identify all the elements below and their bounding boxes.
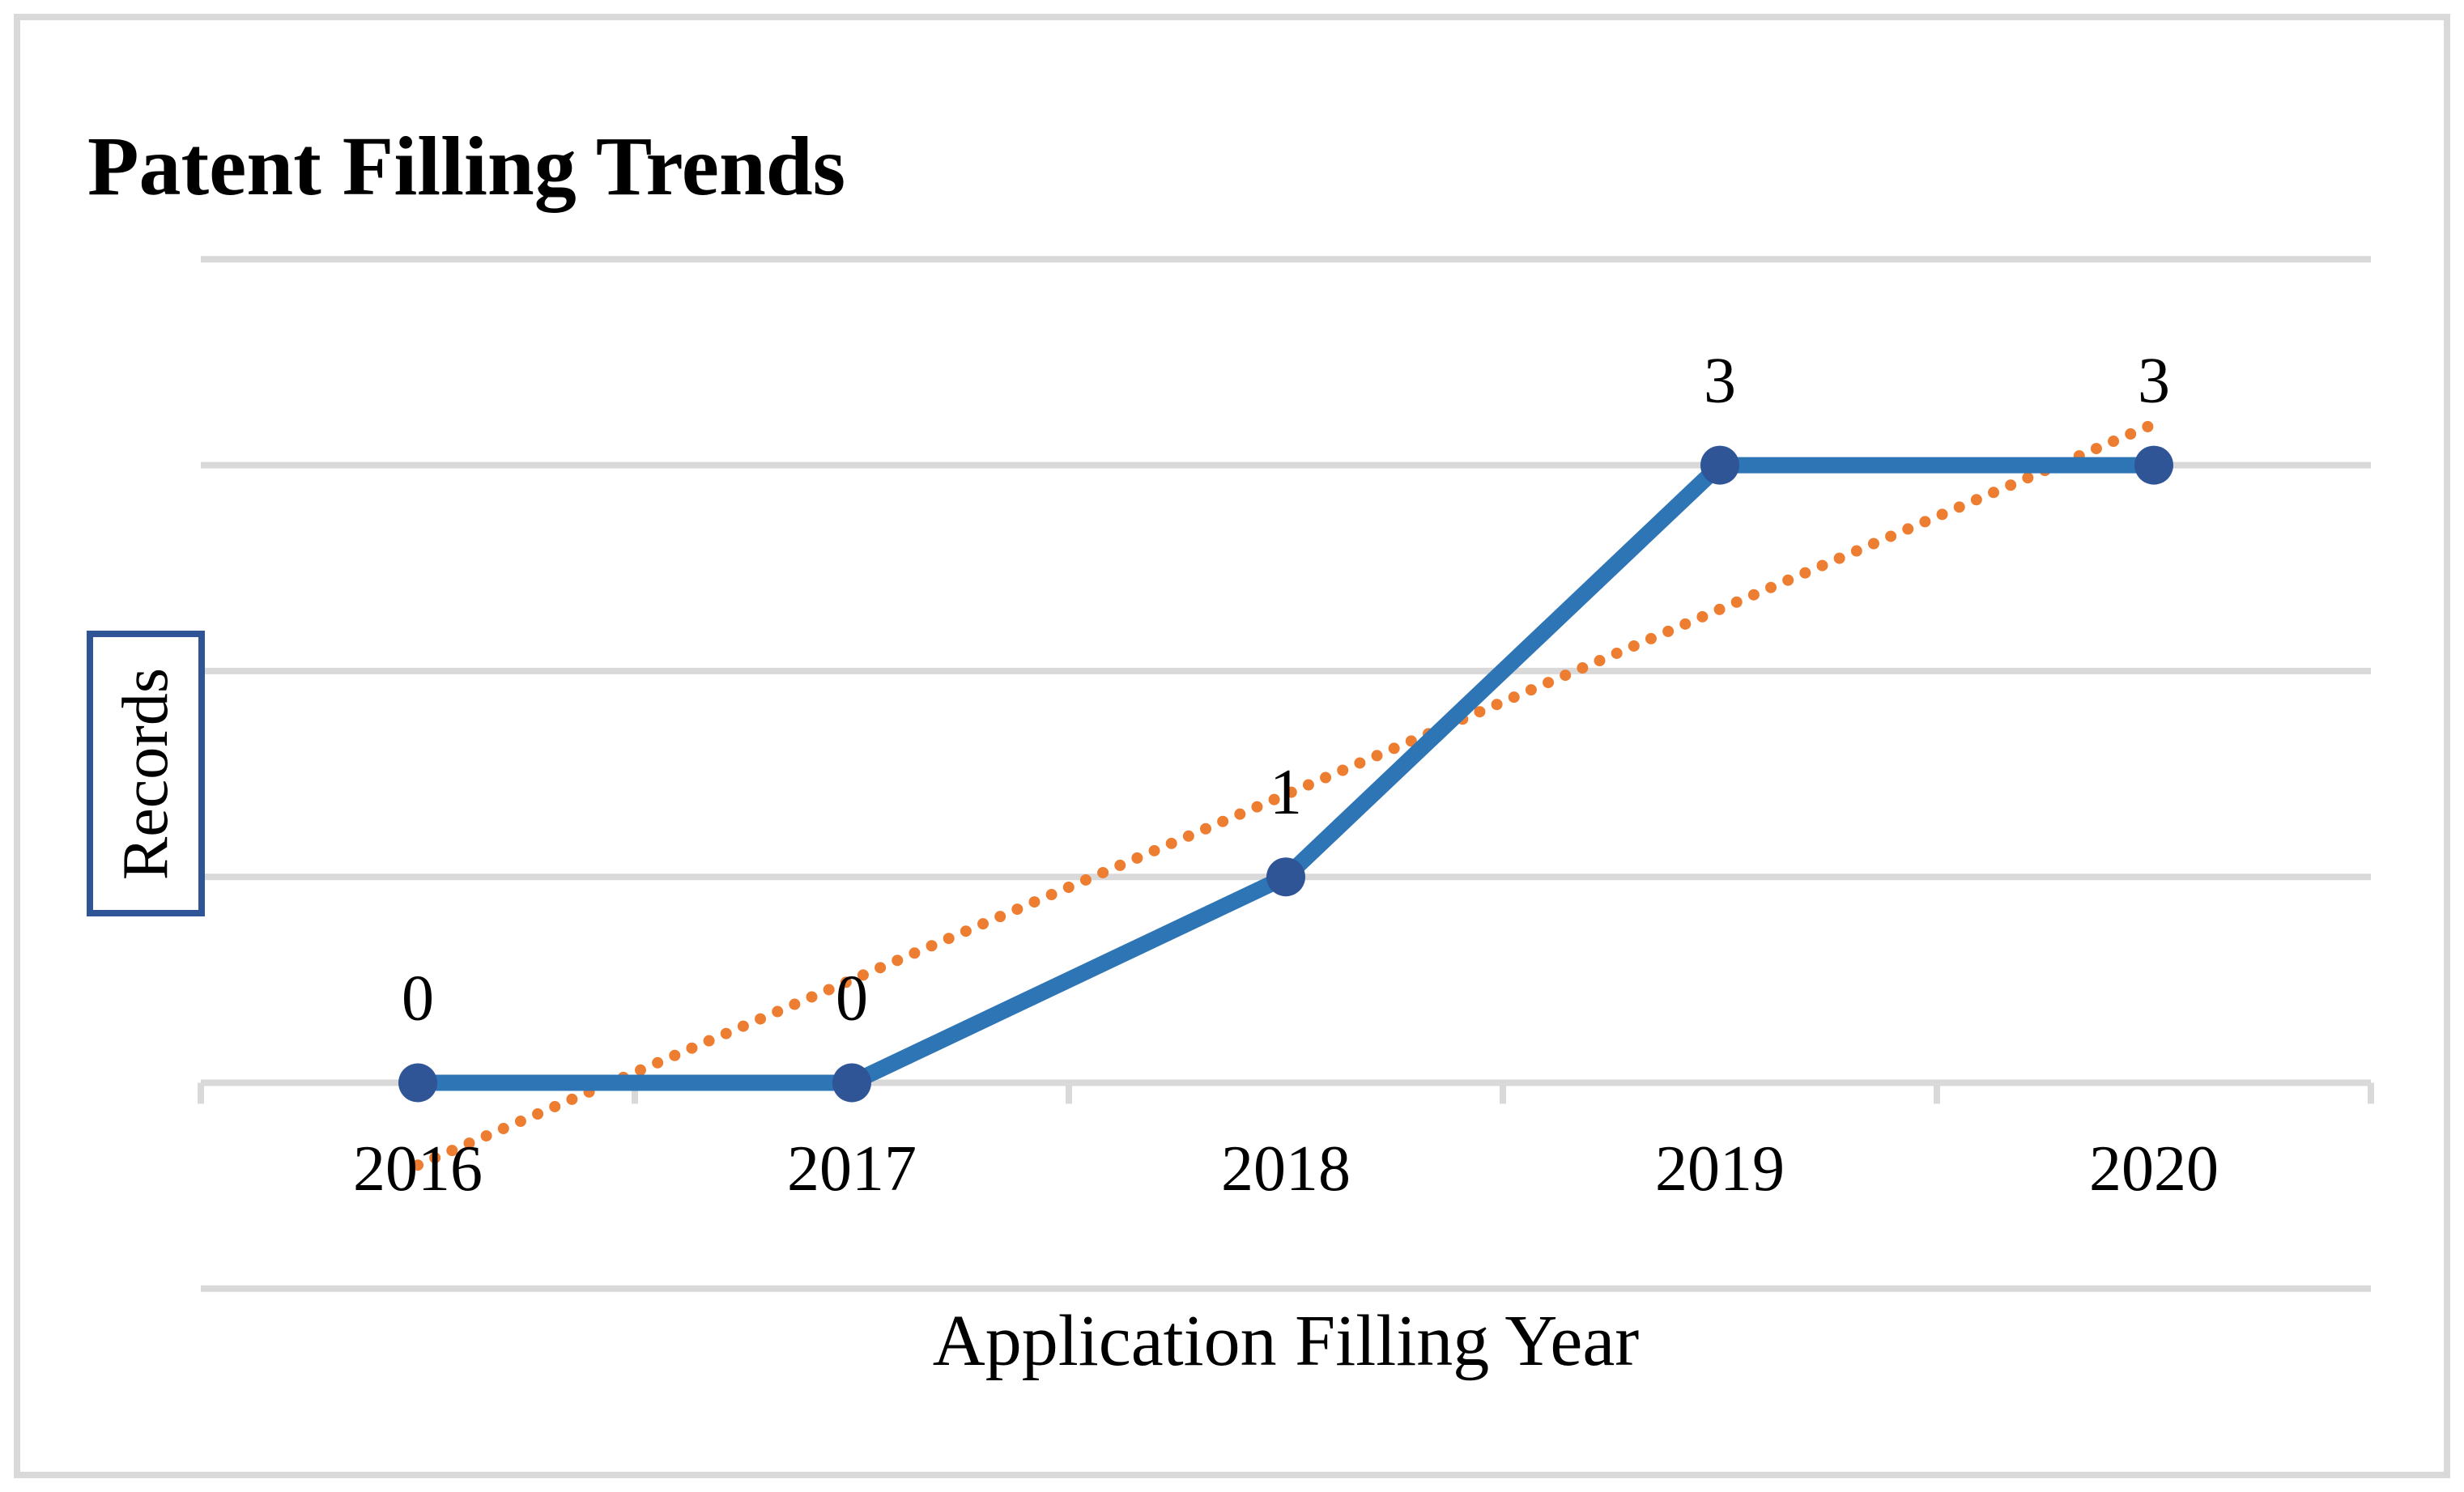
data-point-2017 [832, 1063, 871, 1103]
data-label-2018: 1 [1270, 757, 1302, 828]
x-tick-label-2018: 2018 [1221, 1133, 1351, 1205]
data-point-2016 [398, 1063, 437, 1103]
data-label-2016: 0 [402, 963, 434, 1035]
x-tick-label-2020: 2020 [2089, 1133, 2219, 1205]
data-point-2018 [1266, 857, 1305, 897]
data-label-2017: 0 [836, 963, 868, 1035]
y-axis-title-box: Records [87, 631, 205, 916]
x-axis-title: Application Filling Year [932, 1301, 1640, 1381]
y-axis-title: Records [110, 667, 181, 880]
trendline-dotted [412, 418, 2160, 1171]
x-tick-label-2017: 2017 [787, 1133, 917, 1205]
chart-border-frame [14, 14, 2450, 1478]
data-point-2019 [1700, 445, 1739, 485]
x-tick-label-2016: 2016 [353, 1133, 483, 1205]
x-tick-label-2019: 2019 [1655, 1133, 1785, 1205]
chart-title: Patent Filling Trends [87, 119, 846, 213]
data-point-2020 [2134, 445, 2173, 485]
data-label-2019: 3 [1704, 346, 1736, 417]
data-label-2020: 3 [2138, 346, 2170, 417]
